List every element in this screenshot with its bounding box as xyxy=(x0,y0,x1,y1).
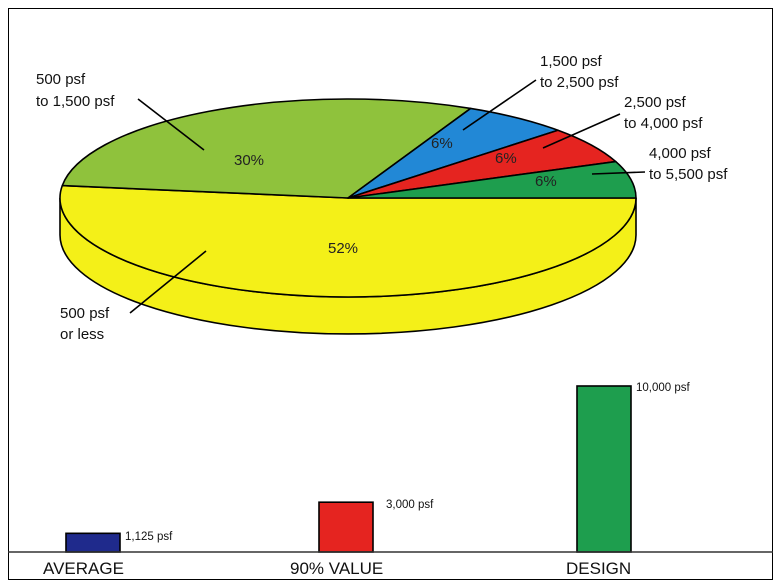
bar-chart xyxy=(66,386,631,552)
bar-value-label-average: 1,125 psf xyxy=(125,531,173,543)
slice-label-1500-2500-line2: to 2,500 psf xyxy=(540,74,619,91)
slice-label-4000-5500-line1: 4,000 psf xyxy=(649,145,712,162)
slice-label-2500-4000-line1: 2,500 psf xyxy=(624,94,687,111)
slice-pct-6-green: 6% xyxy=(535,173,557,190)
bar-average xyxy=(66,533,120,552)
bar-value-label-90: 3,000 psf xyxy=(386,499,434,511)
slice-pct-6-blue: 6% xyxy=(431,135,453,152)
slice-label-500-1500-line2: to 1,500 psf xyxy=(36,93,115,110)
slice-label-1500-2500-line1: 1,500 psf xyxy=(540,53,603,70)
slice-pct-30: 30% xyxy=(234,152,264,169)
slice-label-500-less-line1: 500 psf xyxy=(60,305,110,322)
bar-design xyxy=(577,386,631,552)
bar-90-value xyxy=(319,502,373,552)
slice-label-4000-5500-line2: to 5,500 psf xyxy=(649,166,728,183)
bar-category-average: AVERAGE xyxy=(43,559,124,578)
bar-value-label-design: 10,000 psf xyxy=(636,382,691,394)
slice-pct-52: 52% xyxy=(328,240,358,257)
slice-pct-6-red: 6% xyxy=(495,150,517,167)
bar-category-90-value: 90% VALUE xyxy=(290,559,383,578)
slice-label-2500-4000-line2: to 4,000 psf xyxy=(624,115,703,132)
bar-category-design: DESIGN xyxy=(566,559,631,578)
slice-label-500-1500-line1: 500 psf xyxy=(36,71,86,88)
slice-label-500-less-line2: or less xyxy=(60,326,104,343)
